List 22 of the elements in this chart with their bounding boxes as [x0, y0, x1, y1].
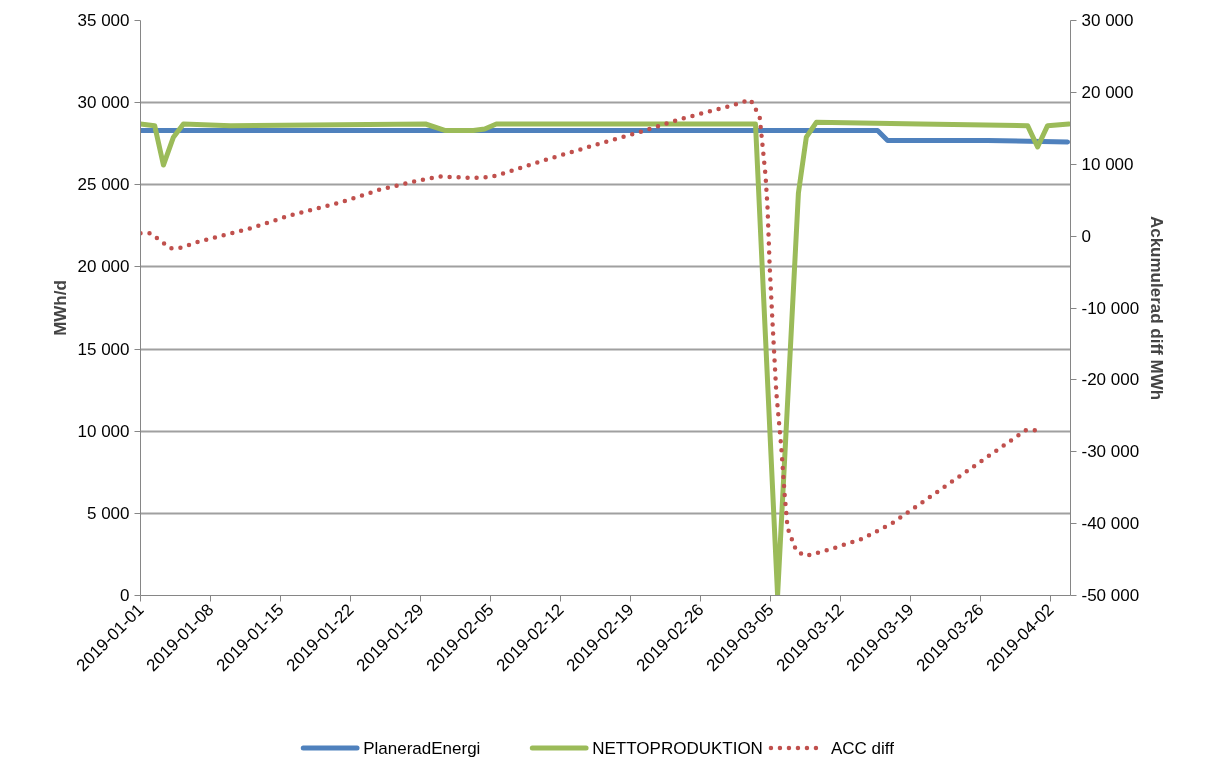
y-tick-label: 35 000: [77, 11, 130, 30]
y2-axis-title: Ackumulerad diff MWh: [1147, 215, 1167, 401]
legend-label: ACC diff: [830, 738, 895, 758]
y-tick-label: 25 000: [77, 175, 130, 195]
y-tick-label: 30 000: [77, 93, 130, 113]
y2-tick-label: -30 000: [1081, 442, 1140, 462]
y-tick-label: 0: [120, 586, 130, 605]
y2-tick-label: 30 000: [1081, 11, 1134, 30]
y-tick-label: 20 000: [77, 257, 130, 277]
y2-tick-label: -20 000: [1081, 370, 1140, 390]
y2-tick-label: -40 000: [1081, 514, 1140, 534]
legend-label: NETTOPRODUKTION: [592, 738, 763, 758]
y-tick-label: 15 000: [77, 339, 130, 359]
y2-tick-label: 10 000: [1081, 154, 1134, 174]
y2-tick-label: 0: [1081, 226, 1091, 246]
y-axis-title: MWh/d: [50, 280, 70, 336]
y2-tick-label: -50 000: [1081, 586, 1140, 605]
legend-label: PlaneradEnergi: [363, 738, 481, 758]
y-tick-label: 10 000: [77, 421, 130, 441]
y2-tick-label: -10 000: [1081, 298, 1140, 318]
y2-tick-label: 20 000: [1081, 82, 1134, 102]
y-tick-label: 5 000: [86, 503, 130, 523]
